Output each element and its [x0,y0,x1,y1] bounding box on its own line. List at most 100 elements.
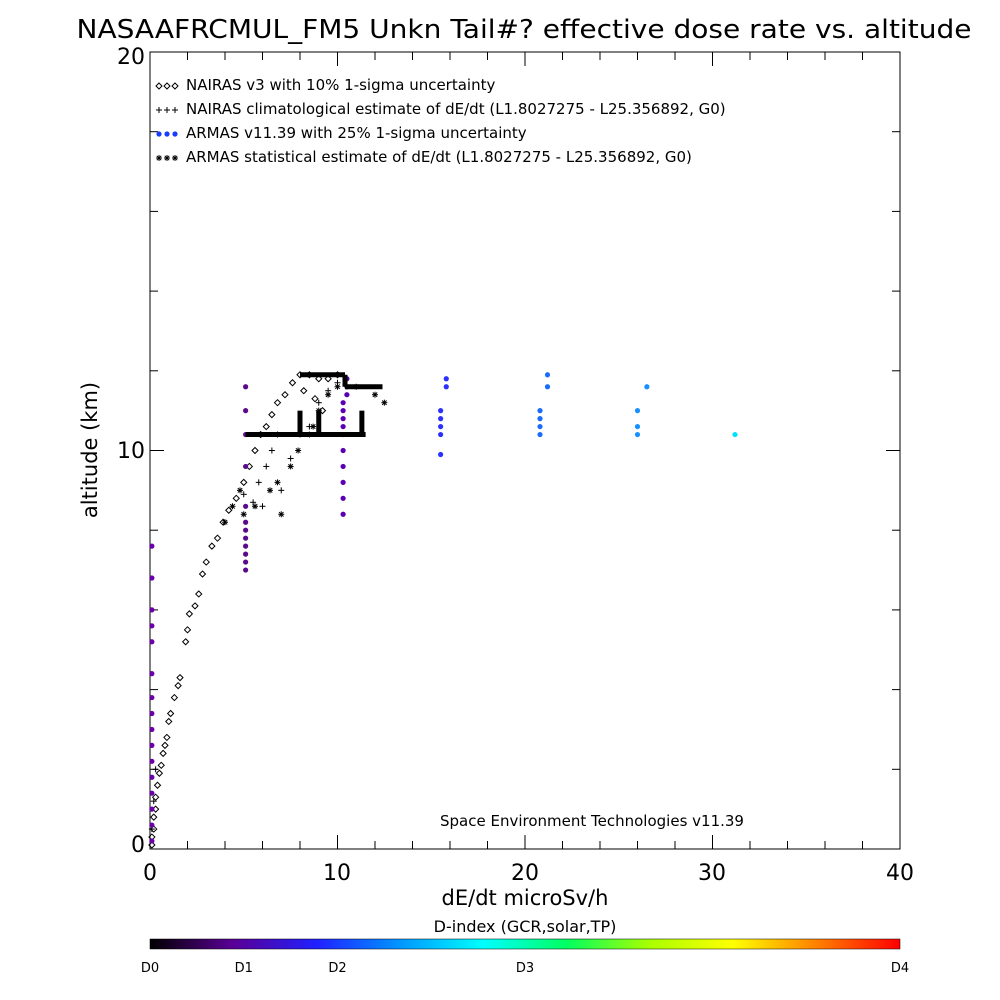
diamond-marker [155,82,163,90]
legend-label-armas-v11: ARMAS v11.39 with 25% 1-sigma uncertaint… [186,124,527,142]
asterisk-marker [240,511,247,518]
dot-marker [149,639,155,645]
colorbar-labels: D0 D1 D2 D3 D4 [141,961,909,976]
dot-marker [340,447,346,454]
diamond-marker [213,534,222,542]
diamond-marker [161,741,169,750]
dot-marker [243,519,249,525]
asterisk-marker [381,399,388,406]
diamond-marker [281,391,289,399]
dot-marker [340,423,346,430]
asterisk-marker [325,391,332,398]
dot-marker [243,463,249,470]
plus-marker [259,503,266,510]
dot-marker [544,372,551,378]
diamond-marker [288,379,297,387]
diamond-marker [191,602,199,610]
asterisk-marker [310,423,317,430]
series-2 [149,372,738,844]
plus-marker [268,447,275,454]
dot-marker [732,431,738,438]
dot-marker [149,671,155,677]
y-tick-label-20: 20 [117,45,145,70]
asterisk-marker [278,511,285,518]
y-tick-label-10: 10 [117,439,145,464]
colorbar-label-2: D2 [328,961,346,976]
dot-marker [438,408,444,414]
dot-marker [243,527,249,533]
dot-marker [172,131,178,137]
series-0 [148,371,342,849]
dot-marker [149,838,155,844]
dot-marker [340,511,346,517]
diamond-marker [185,610,194,618]
diamond-marker [324,375,332,383]
diamond-marker [171,82,179,90]
diamond-marker [232,494,240,503]
diamond-marker [202,558,210,566]
plus-marker [164,107,170,113]
diamond-marker [170,693,179,702]
dot-marker [243,535,249,541]
diamond-marker [240,478,248,487]
dot-marker [149,543,155,549]
diamond-marker [165,717,173,726]
dot-marker [149,822,155,828]
dot-marker [149,607,155,613]
diamond-marker [163,82,171,90]
asterisk-marker [164,155,170,161]
x-ticks [149,52,901,849]
plus-marker [263,463,270,470]
plus-marker [172,107,178,113]
dot-marker [344,392,350,398]
x-tick-label-30: 30 [698,861,726,886]
asterisk-marker [252,503,258,510]
asterisk-marker [267,487,273,494]
asterisk-marker [274,479,281,486]
dot-marker [149,790,155,796]
y-axis-label: altitude (km) [78,382,102,518]
dot-marker [243,567,249,573]
dot-marker [149,623,155,629]
colorbar-label-4: D4 [891,961,909,976]
dot-marker [544,384,551,390]
dot-marker [438,451,444,458]
dot-marker [340,495,346,501]
plus-marker [150,798,157,805]
dot-marker [164,131,170,137]
dot-marker [243,503,249,509]
y-ticks [150,51,900,850]
dot-marker [537,416,543,422]
diamond-marker [151,793,160,801]
diamond-marker [311,394,319,403]
diamond-marker [148,841,156,849]
diamond-marker [262,422,270,431]
dot-marker [149,742,155,748]
plus-marker [240,491,247,498]
legend: NAIRAS v3 with 10% 1-sigma uncertainty N… [155,76,726,166]
dot-marker [443,376,449,382]
dot-marker [149,774,155,780]
diamond-marker [176,673,184,682]
plus-marker [287,455,294,462]
asterisk-marker [372,391,378,398]
asterisk-marker [172,155,178,161]
dot-marker [243,559,249,565]
diamond-marker [150,813,158,821]
dot-marker [537,431,543,438]
legend-label-armas-statistical: ARMAS statistical estimate of dE/dt (L1.… [186,148,692,166]
x-tick-label-10: 10 [323,861,351,886]
asterisk-marker [287,463,294,470]
dot-marker [340,400,346,406]
dot-marker [149,806,155,812]
dot-marker [149,694,155,701]
dot-marker [243,384,249,390]
dot-marker [243,408,249,414]
colorbar-title: D-index (GCR,solar,TP) [434,917,617,936]
diamond-marker [153,781,162,789]
diamond-marker [181,638,190,646]
dot-marker [644,384,650,390]
armas-statistical-bands [245,372,383,438]
dot-marker [243,551,249,557]
dot-marker [149,726,155,733]
